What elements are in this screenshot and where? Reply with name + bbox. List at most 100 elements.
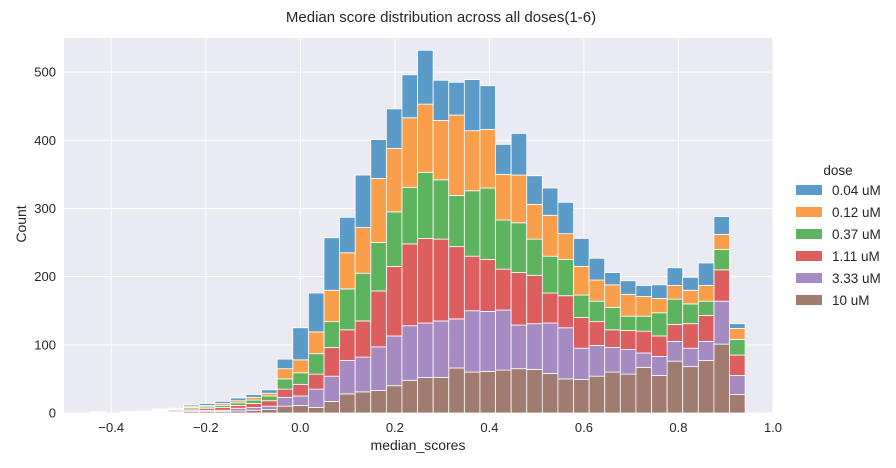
legend-swatch <box>796 185 822 195</box>
bar-segment <box>370 139 387 179</box>
bar-segment <box>276 378 294 390</box>
series-0-12-um <box>151 103 746 411</box>
bar-segment <box>619 330 637 350</box>
bar-segment <box>245 399 262 404</box>
bar-segment <box>167 407 184 410</box>
bar-segment <box>214 401 231 404</box>
bar-segment <box>479 311 496 372</box>
bar-segment <box>229 402 247 406</box>
bar-segment <box>729 323 746 329</box>
bar-segment <box>557 259 574 297</box>
bar-segment <box>385 335 403 387</box>
bar-segment <box>510 368 528 414</box>
bar-segment <box>526 323 543 370</box>
bar-segment <box>385 266 403 337</box>
bar-segment <box>713 216 730 235</box>
bar-segment <box>682 303 699 325</box>
bar-segment <box>417 377 434 414</box>
bar-segment <box>495 173 512 221</box>
bar-segment <box>276 405 294 414</box>
bar-segment <box>323 347 340 377</box>
bar-segment <box>417 103 434 173</box>
legend-title: dose <box>823 163 852 178</box>
bar-segment <box>510 222 528 273</box>
bar-segment <box>245 394 262 398</box>
bar-segment <box>557 378 574 414</box>
bar-segment <box>463 371 481 414</box>
bar-segment <box>323 289 340 323</box>
bar-segment <box>557 233 574 260</box>
bar-segment <box>307 407 325 414</box>
bar-segment <box>448 195 465 248</box>
x-tick-label: −0.2 <box>193 420 219 435</box>
bar-segment <box>214 407 231 411</box>
bar-segment <box>307 373 325 390</box>
bar-segment <box>385 148 403 213</box>
bar-segment <box>307 292 325 333</box>
bar-segment <box>276 396 294 407</box>
bar-segment <box>588 257 606 281</box>
x-tick-label: 0.4 <box>480 420 498 435</box>
bar-segment <box>526 175 543 205</box>
bar-segment <box>635 366 652 414</box>
bar-segment <box>354 227 372 274</box>
bar-segment <box>697 341 715 361</box>
bar-segment <box>276 358 294 370</box>
bar-segment <box>401 186 418 245</box>
bar-segment <box>261 395 278 402</box>
bar-segment <box>401 325 418 381</box>
bar-segment <box>354 174 372 228</box>
legend-swatch <box>796 273 822 283</box>
x-tick-label: 0.0 <box>291 420 309 435</box>
bar-segment <box>619 280 637 295</box>
bar-segment <box>666 323 684 342</box>
bar-segment <box>432 120 450 181</box>
bar-segment <box>713 248 730 271</box>
bar-segment <box>292 327 309 361</box>
bar-segment <box>604 371 621 414</box>
bar-segment <box>729 338 746 356</box>
bar-segment <box>448 81 465 116</box>
y-tick-label: 200 <box>34 269 56 284</box>
bar-segment <box>651 335 668 357</box>
legend-swatch <box>796 251 822 261</box>
bar-segment <box>697 262 715 286</box>
bar-segment <box>635 330 652 354</box>
legend-swatch <box>796 295 822 305</box>
bar-segment <box>651 312 668 337</box>
bar-segment <box>276 368 294 380</box>
bar-segment <box>666 341 684 362</box>
bar-segment <box>307 353 325 375</box>
bar-segment <box>354 356 372 393</box>
bar-segment <box>651 356 668 376</box>
bar-segment <box>682 347 699 368</box>
bar-segment <box>245 409 262 414</box>
bar-segment <box>573 266 590 296</box>
bar-segment <box>354 320 372 358</box>
bar-segment <box>526 368 543 414</box>
bar-segment <box>307 331 325 355</box>
bar-segment <box>619 373 637 414</box>
bar-segment <box>339 360 356 395</box>
bar-segment <box>339 329 356 361</box>
bar-segment <box>666 285 684 300</box>
y-tick-label: 300 <box>34 201 56 216</box>
bar-segment <box>417 238 434 324</box>
bar-segment <box>448 318 465 369</box>
bar-segment <box>573 294 590 318</box>
bar-segment <box>588 321 606 346</box>
bar-segment <box>479 259 496 312</box>
bar-segment <box>463 130 481 192</box>
bar-segment <box>354 272 372 322</box>
bar-segment <box>697 315 715 342</box>
bar-segment <box>183 404 200 407</box>
x-tick-label: 1.0 <box>764 420 782 435</box>
bar-segment <box>495 268 512 311</box>
bar-segment <box>136 410 153 413</box>
series-10-um <box>151 343 746 414</box>
bar-segment <box>261 409 278 414</box>
x-tick-label: −0.4 <box>98 420 124 435</box>
bar-segment <box>120 411 138 413</box>
bar-segment <box>151 408 169 410</box>
